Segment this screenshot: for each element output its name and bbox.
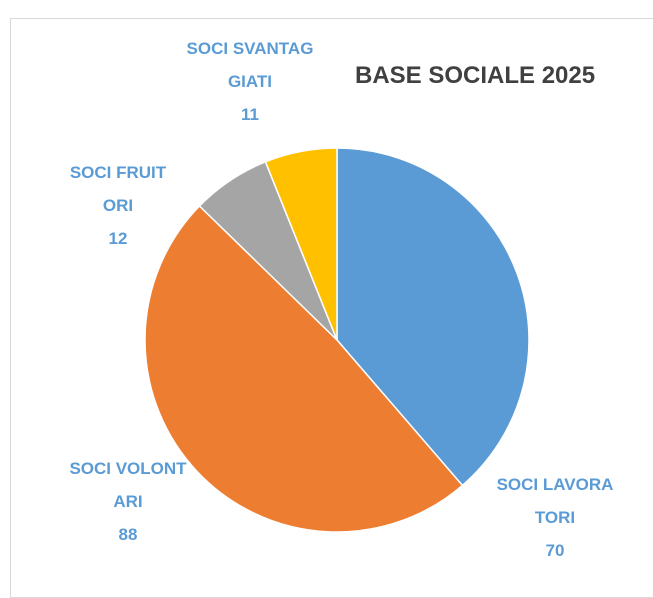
pie-slice (144, 204, 464, 533)
chart (144, 147, 530, 533)
value-label: 12 (108, 229, 128, 248)
value-label: 88 (118, 525, 138, 544)
chart-title: BASE SOCIALE 2025 (355, 62, 596, 89)
data-label: SOCI LAVORATORI 70 (495, 468, 615, 567)
data-label: SOCI FRUITORI 12 (68, 156, 168, 255)
value-label: 11 (241, 105, 259, 124)
category-label: SOCI VOLONTARI (69, 459, 187, 511)
value-label: 70 (545, 541, 565, 560)
pie-slice (264, 147, 338, 341)
page: {"chart_data": {"type": "pie", "title": … (10, 18, 653, 598)
category-label: SOCI LAVORATORI (496, 475, 614, 527)
data-label: SOCI SVANTAGGIATI 11 (180, 32, 320, 131)
data-label: SOCI VOLONTARI 88 (68, 452, 188, 551)
category-label: SOCI FRUITORI (69, 163, 167, 215)
category-label: SOCI SVANTAGGIATI (186, 39, 314, 91)
pie-slice (336, 147, 530, 487)
